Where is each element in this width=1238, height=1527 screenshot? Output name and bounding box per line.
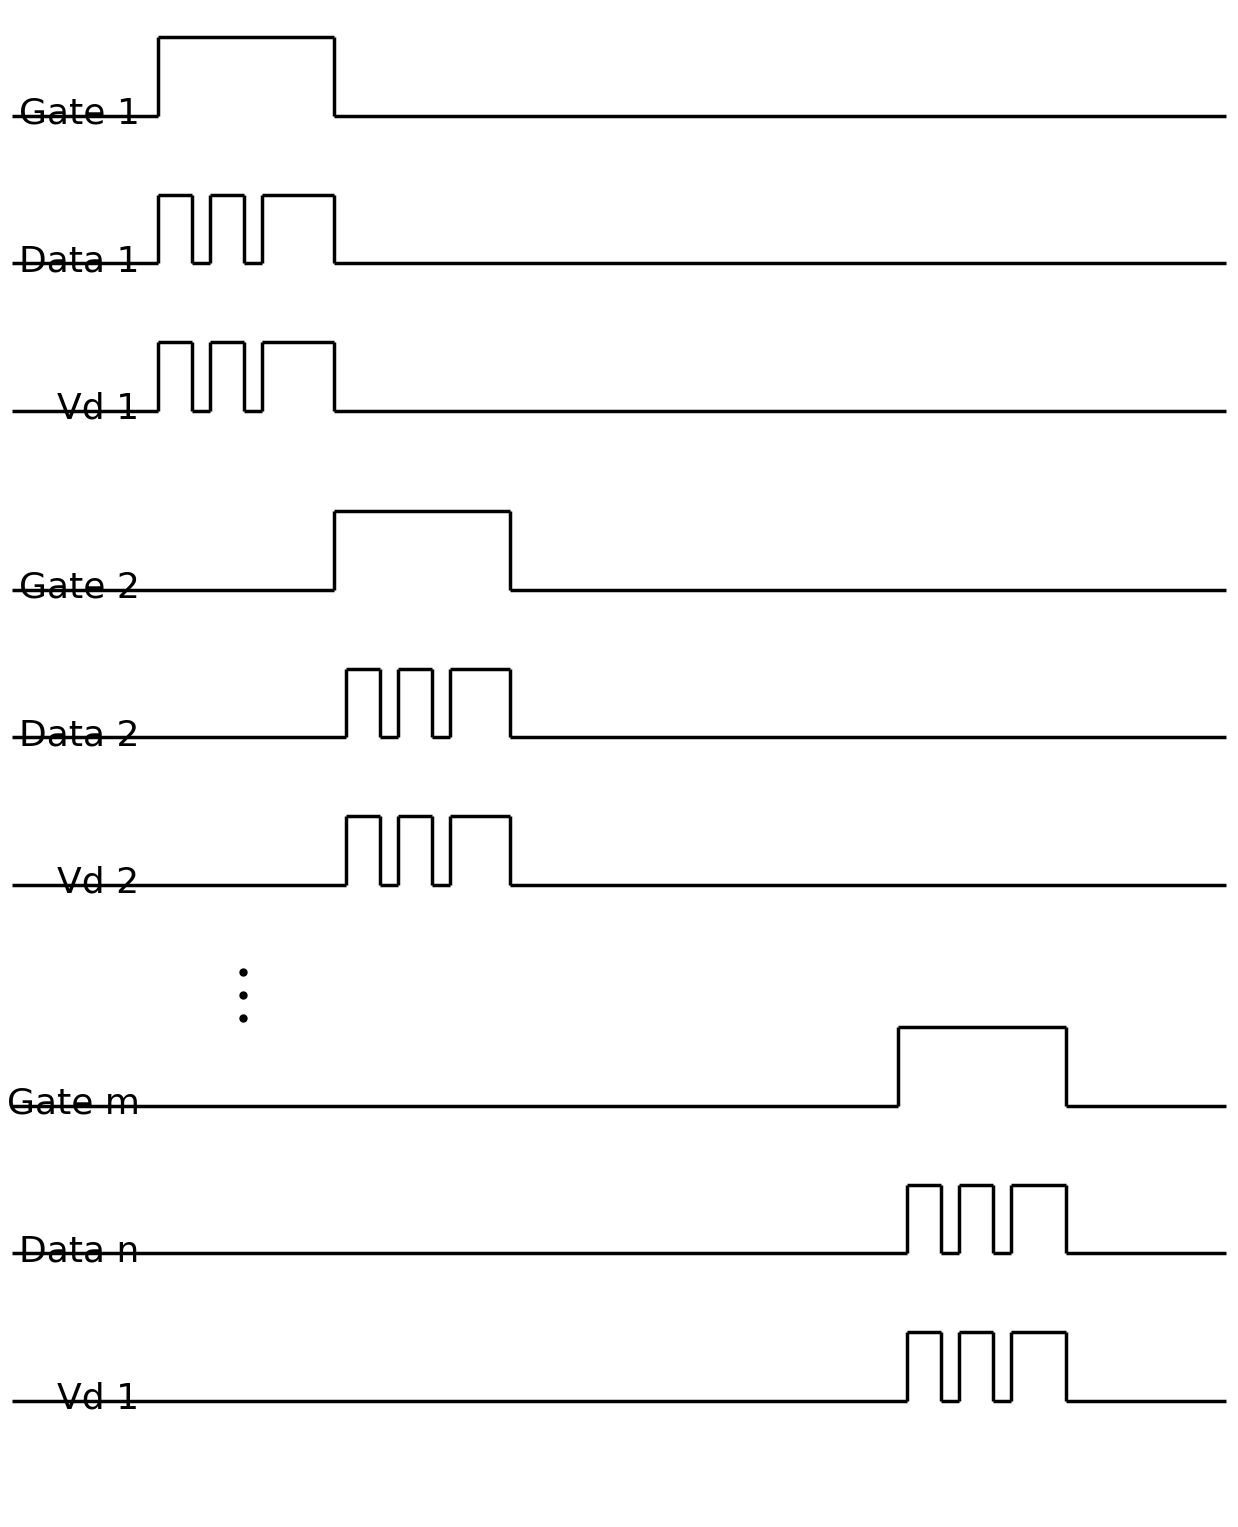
Text: Gate 2: Gate 2 <box>19 571 140 605</box>
Text: Data n: Data n <box>20 1234 140 1267</box>
Text: Data 1: Data 1 <box>19 244 140 278</box>
Text: Vd 1: Vd 1 <box>57 1382 140 1416</box>
Text: Vd 1: Vd 1 <box>57 391 140 426</box>
Text: Data 2: Data 2 <box>19 718 140 753</box>
Text: Vd 2: Vd 2 <box>57 866 140 899</box>
Text: Gate m: Gate m <box>6 1087 140 1121</box>
Text: Gate 1: Gate 1 <box>19 96 140 131</box>
